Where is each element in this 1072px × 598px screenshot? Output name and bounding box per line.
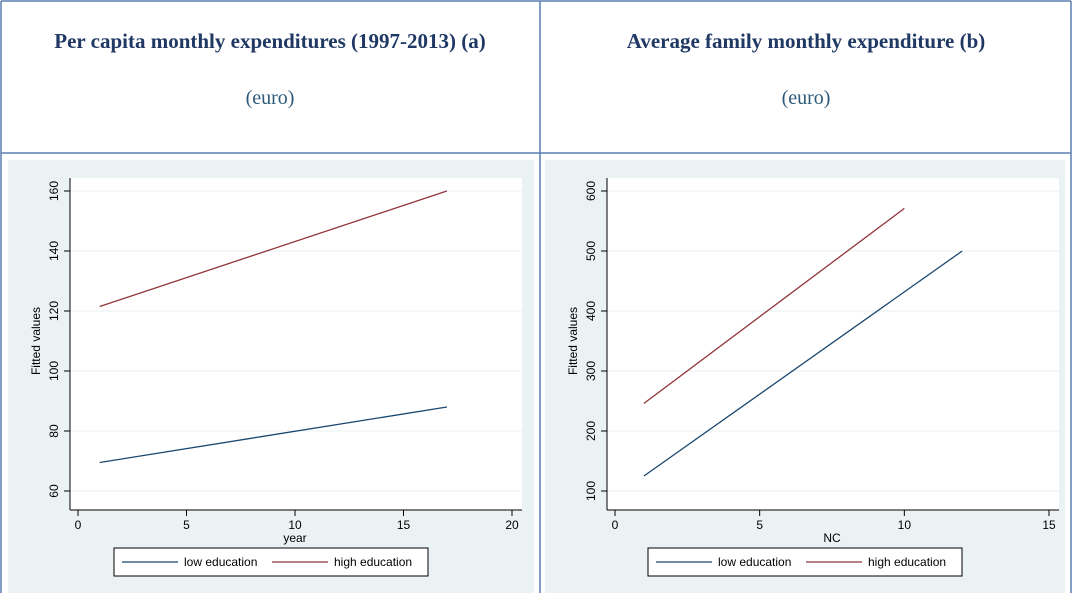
x-tick-label: 0 xyxy=(75,518,82,532)
x-tick-label: 5 xyxy=(183,518,190,532)
chart-subtitle: (euro) xyxy=(246,87,295,109)
plot-area xyxy=(607,178,1059,510)
chart-title: Per capita monthly expenditures (1997-20… xyxy=(54,29,485,53)
x-tick-label: 15 xyxy=(397,518,411,532)
y-tick-label: 60 xyxy=(47,484,61,498)
line xyxy=(643,250,963,477)
x-tick-label: 15 xyxy=(1042,518,1056,532)
legend-label: low education xyxy=(718,555,791,569)
line xyxy=(99,190,448,308)
x-tick-label: 20 xyxy=(505,518,519,532)
y-tick-label: 300 xyxy=(584,361,598,381)
legend-label: high education xyxy=(868,555,946,569)
x-tick-label: 10 xyxy=(898,518,912,532)
legend-label: low education xyxy=(184,555,257,569)
y-tick-label: 120 xyxy=(47,301,61,321)
y-tick-label: 100 xyxy=(584,481,598,501)
y-tick-label: 500 xyxy=(584,241,598,261)
line xyxy=(643,207,905,404)
x-axis-title: year xyxy=(283,531,306,545)
y-tick-label: 140 xyxy=(47,241,61,261)
y-tick-label: 600 xyxy=(584,181,598,201)
y-tick-label: 160 xyxy=(47,181,61,201)
y-axis-title: Fitted values xyxy=(566,307,580,375)
chart-subtitle: (euro) xyxy=(782,87,831,109)
y-tick-label: 400 xyxy=(584,301,598,321)
x-tick-label: 5 xyxy=(756,518,763,532)
x-axis-title: NC xyxy=(823,531,841,545)
chart-title: Average family monthly expenditure (b) xyxy=(627,29,986,53)
y-tick-label: 200 xyxy=(584,421,598,441)
y-tick-label: 100 xyxy=(47,361,61,381)
y-tick-label: 80 xyxy=(47,424,61,438)
line xyxy=(99,406,448,464)
plot-area xyxy=(70,178,522,510)
x-tick-label: 10 xyxy=(288,518,302,532)
legend-label: high education xyxy=(334,555,412,569)
y-axis-title: Fitted values xyxy=(29,307,43,375)
x-tick-label: 0 xyxy=(612,518,619,532)
